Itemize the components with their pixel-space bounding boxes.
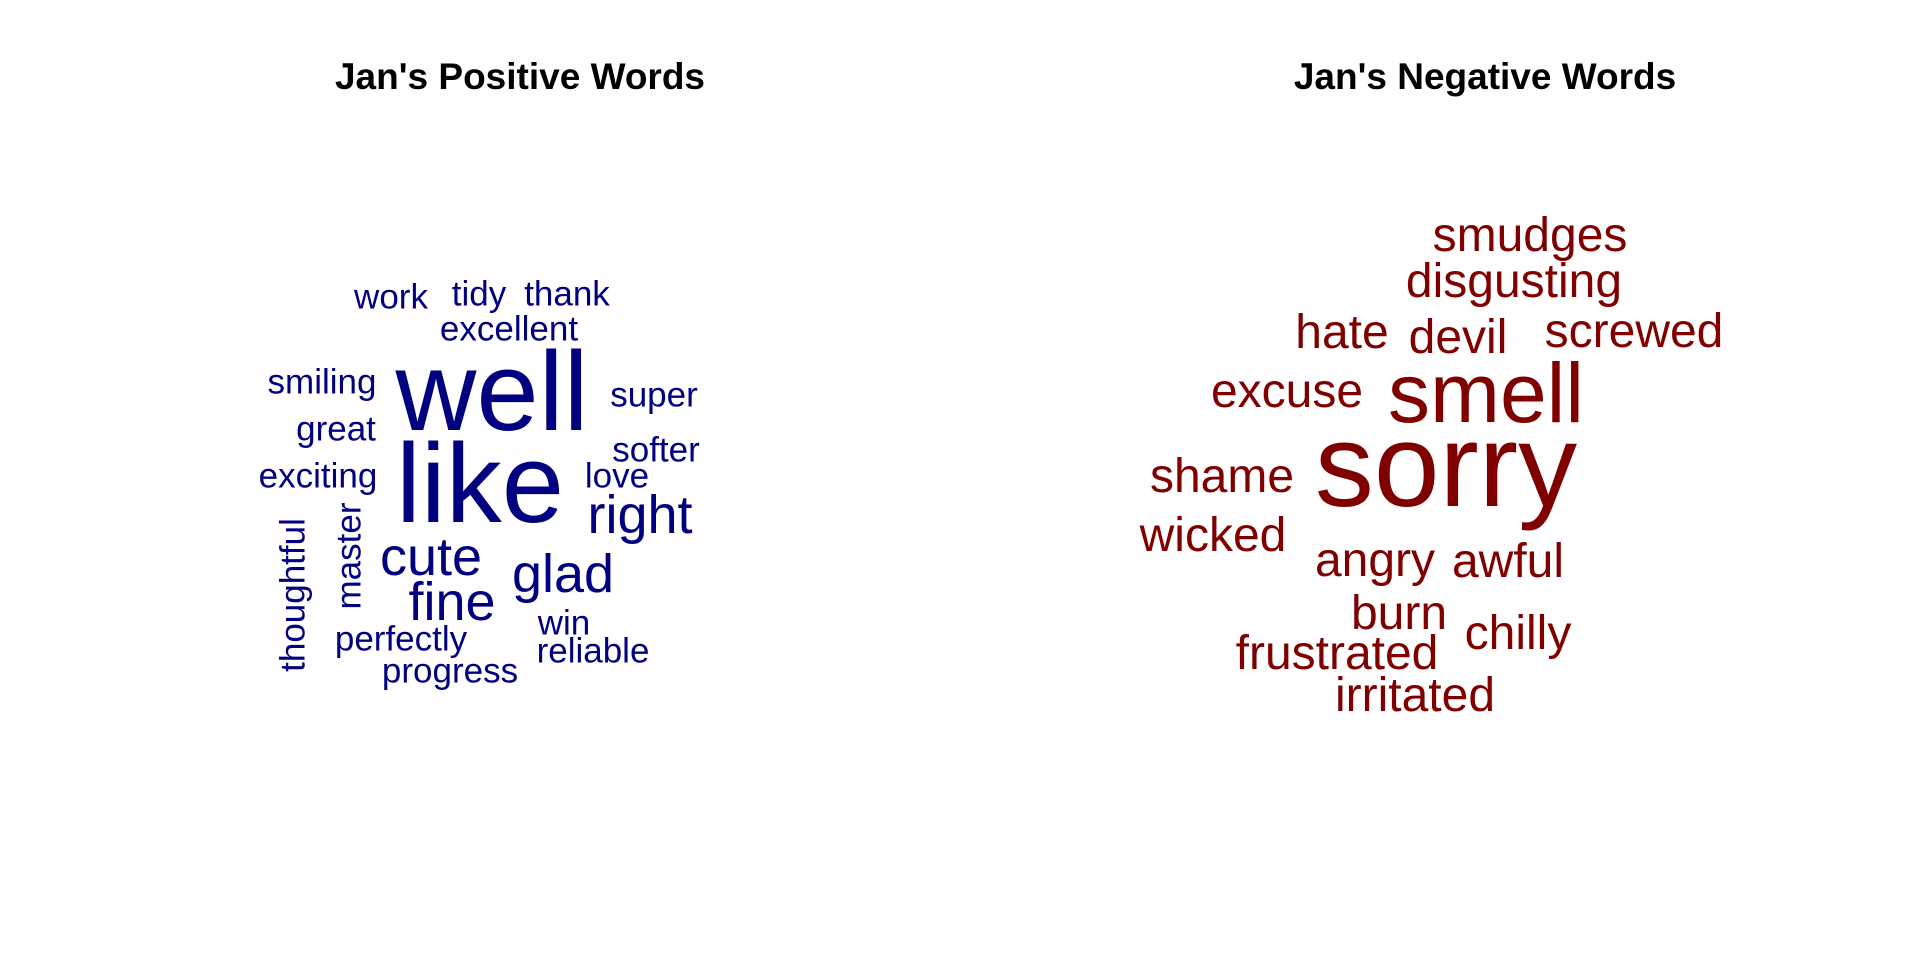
positive-word-progress: progress [381, 651, 519, 691]
negative-word-smudges: smudges [1432, 209, 1628, 262]
positive-word-glad: glad [511, 544, 615, 604]
positive-word-exciting: exciting [258, 456, 378, 496]
positive-word-fine: fine [408, 572, 496, 632]
negative-word-angry: angry [1314, 534, 1436, 587]
positive-word-like: like [395, 421, 565, 546]
negative-word-sorry: sorry [1314, 400, 1578, 532]
positive-word-win: win [537, 603, 591, 643]
positive-panel-title: Jan's Positive Words [334, 56, 706, 97]
positive-word-well: well [395, 329, 589, 454]
positive-word-softer: softer [612, 430, 700, 470]
positive-word-work: work [354, 277, 428, 317]
negative-words-panel: Jan's Negative Words sorry smell smudges di… [1040, 0, 1920, 960]
positive-word-great: great [296, 409, 376, 449]
positive-word-cloud: well like cute glad right fine work tidy thank ex… [258, 274, 700, 691]
negative-word-shame: shame [1149, 450, 1295, 503]
negative-word-cloud: sorry smell smudges disgusting hate devil scre… [1040, 0, 1920, 960]
negative-word-screwed: screwed [1544, 305, 1724, 358]
positive-word-super: super [610, 375, 698, 415]
negative-word-awful: awful [1451, 535, 1565, 588]
positive-word-cute: cute [379, 527, 483, 587]
negative-word-chilly: chilly [1464, 607, 1572, 660]
positive-word-excellent: excellent [439, 309, 579, 349]
negative-word-smell: smell [1387, 346, 1585, 440]
negative-word-frustrated: frustrated [1235, 627, 1439, 680]
positive-word-master: master [329, 502, 369, 610]
positive-word-thank: thank [524, 274, 610, 314]
positive-word-love: love [584, 456, 650, 496]
negative-panel-title: Jan's Negative Words [1293, 56, 1677, 97]
positive-word-right: right [587, 485, 693, 545]
negative-word-burn: burn [1350, 587, 1448, 640]
positive-words-panel: Jan's Positive Words well like cute glad rig… [258, 56, 706, 691]
positive-word-perfectly: perfectly [334, 619, 468, 659]
positive-word-reliable: reliable [536, 631, 650, 671]
negative-word-excuse: excuse [1210, 365, 1364, 418]
positive-word-thoughtful: thoughtful [273, 518, 313, 672]
negative-word-wicked: wicked [1139, 509, 1287, 562]
negative-word-disgusting: disgusting [1405, 255, 1623, 308]
negative-word-hate: hate [1295, 306, 1389, 359]
negative-word-irritated: irritated [1334, 669, 1496, 722]
positive-word-smiling: smiling [267, 362, 377, 402]
positive-word-tidy: tidy [451, 274, 507, 314]
negative-word-devil: devil [1408, 311, 1508, 364]
